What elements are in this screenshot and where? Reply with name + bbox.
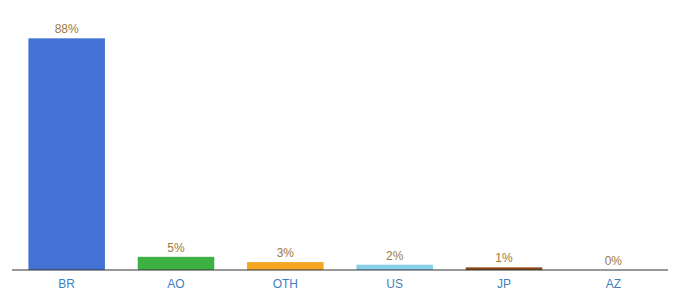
x-tick-label: AZ: [606, 277, 621, 291]
data-label: 3%: [277, 246, 295, 260]
chart-svg: 88% 5% 3% 2% 1% 0% BR AO OTH US JP AZ: [0, 0, 680, 300]
bar: [247, 262, 324, 270]
data-label: 88%: [55, 22, 79, 36]
data-label: 5%: [167, 241, 185, 255]
x-tick-label: AO: [167, 277, 184, 291]
bar: [138, 257, 215, 270]
chart-container: 88% 5% 3% 2% 1% 0% BR AO OTH US JP AZ: [0, 0, 680, 300]
x-axis-line: [12, 270, 668, 271]
bars: [28, 38, 542, 270]
data-label: 2%: [386, 249, 404, 263]
data-label: 0%: [605, 254, 623, 268]
x-tick-label: JP: [497, 277, 511, 291]
x-tick-label: US: [386, 277, 403, 291]
x-axis: BR AO OTH US JP AZ: [58, 277, 621, 291]
data-labels: 88% 5% 3% 2% 1% 0%: [55, 22, 623, 268]
x-tick-label: BR: [58, 277, 75, 291]
data-label: 1%: [495, 251, 513, 265]
bar: [28, 38, 105, 270]
x-tick-label: OTH: [273, 277, 298, 291]
bar: [356, 265, 433, 270]
